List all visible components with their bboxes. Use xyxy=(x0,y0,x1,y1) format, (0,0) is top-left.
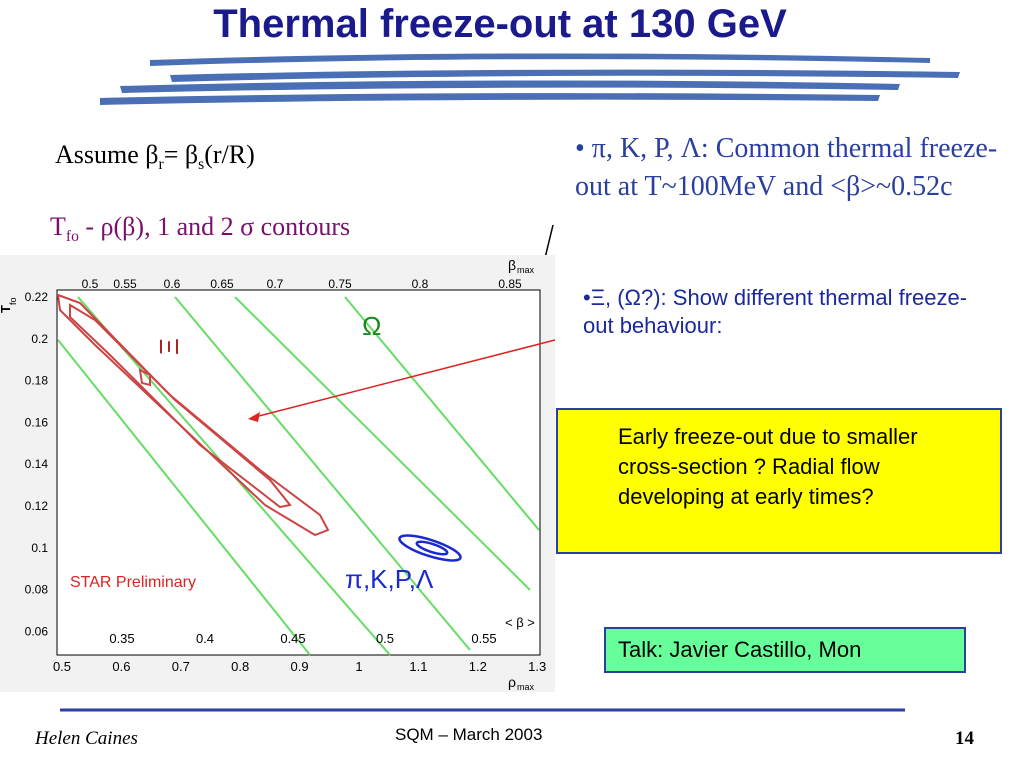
assumption: Assume βr= βs(r/R) xyxy=(55,140,255,174)
inner-axis-label: < β > xyxy=(505,615,535,630)
top-tick-label: 0.8 xyxy=(412,277,429,291)
y-tick-label: 0.16 xyxy=(25,415,49,429)
brush-strokes xyxy=(100,53,960,105)
text: (r/R) xyxy=(204,140,255,169)
top-tick-label: 0.6 xyxy=(164,277,181,291)
arrow-head xyxy=(248,412,260,422)
top-axis-label-sub: max xyxy=(517,265,535,275)
annotation: Ω xyxy=(362,311,381,341)
x-tick-label: 0.8 xyxy=(231,659,249,674)
arrow xyxy=(254,339,555,418)
y-tick-label: 0.2 xyxy=(31,332,48,346)
inner-tick-label: 0.35 xyxy=(109,631,134,646)
x-tick-label: 0.7 xyxy=(172,659,190,674)
x-tick-label: 0.5 xyxy=(53,659,71,674)
top-tick-label: 0.7 xyxy=(267,277,284,291)
text: T xyxy=(50,212,66,241)
y-tick-label: 0.06 xyxy=(25,624,49,638)
y-tick-label: 0.18 xyxy=(25,374,49,388)
x-axis-label-sub: max xyxy=(517,682,535,692)
xi-contours xyxy=(56,293,330,537)
text: Assume β xyxy=(55,140,159,169)
x-axis-label: ρ xyxy=(508,674,516,690)
x-tick-label: 1.3 xyxy=(528,659,546,674)
y-tick-label: 0.1 xyxy=(31,541,48,555)
x-tick-label: 1.1 xyxy=(409,659,427,674)
bullet: • π, K, P, Λ: Common thermal freeze-out … xyxy=(575,133,998,202)
y-tick-label: 0.22 xyxy=(25,290,49,304)
inner-tick-label: 0.5 xyxy=(376,631,394,646)
text: r xyxy=(158,156,164,174)
inner-tick-label: 0.45 xyxy=(280,631,305,646)
inner-tick-label: 0.4 xyxy=(196,631,214,646)
callout-box: Early freeze-out due to smaller cross-se… xyxy=(556,408,1002,554)
top-tick-label: 0.75 xyxy=(328,277,352,291)
x-tick-label: 0.6 xyxy=(112,659,130,674)
page-number: 14 xyxy=(955,728,974,749)
y-tick-label: 0.14 xyxy=(25,457,49,471)
annotation: Ξ xyxy=(154,338,184,355)
x-tick-label: 0.9 xyxy=(291,659,309,674)
pointer xyxy=(544,224,554,259)
plot-frame xyxy=(56,289,541,656)
y-axis-label-sub: fo xyxy=(8,297,18,305)
callout: Early freeze-out due to smaller cross-se… xyxy=(618,424,918,509)
x-tick-label: 1 xyxy=(355,659,362,674)
talk-box: Talk: Javier Castillo, Mon xyxy=(604,627,966,673)
text: fo xyxy=(65,228,79,246)
text: s xyxy=(198,156,205,174)
author: Helen Caines xyxy=(35,728,138,749)
bullet: •Ξ, (Ω?): Show different thermal freeze-… xyxy=(583,285,968,338)
event: SQM – March 2003 xyxy=(395,725,543,744)
annotation: STAR Preliminary xyxy=(70,574,196,591)
text: - ρ(β), 1 and 2 σ contours xyxy=(78,212,351,241)
top-axis-label: β xyxy=(508,257,516,273)
y-tick-label: 0.08 xyxy=(25,583,49,597)
top-tick-label: 0.85 xyxy=(498,277,522,291)
title: Thermal freeze-out at 130 GeV xyxy=(213,2,787,46)
inner-tick-label: 0.55 xyxy=(471,631,496,646)
text: = β xyxy=(163,140,199,169)
top-tick-label: 0.5 xyxy=(82,277,99,291)
annotation: π,K,P,Λ xyxy=(345,564,434,594)
pi-contours xyxy=(398,534,462,562)
contours-label: Tfo - ρ(β), 1 and 2 σ contours xyxy=(50,212,350,246)
y-tick-label: 0.12 xyxy=(25,499,49,513)
y-axis-label: T xyxy=(0,305,13,313)
x-tick-label: 1.2 xyxy=(469,659,487,674)
plot: 0.22 0.2 0.18 0.16 0.14 0.12 0.1 0.08 0.06 0.5 0.6… xyxy=(0,255,555,692)
top-tick-label: 0.55 xyxy=(113,277,137,291)
top-tick-label: 0.65 xyxy=(210,277,234,291)
